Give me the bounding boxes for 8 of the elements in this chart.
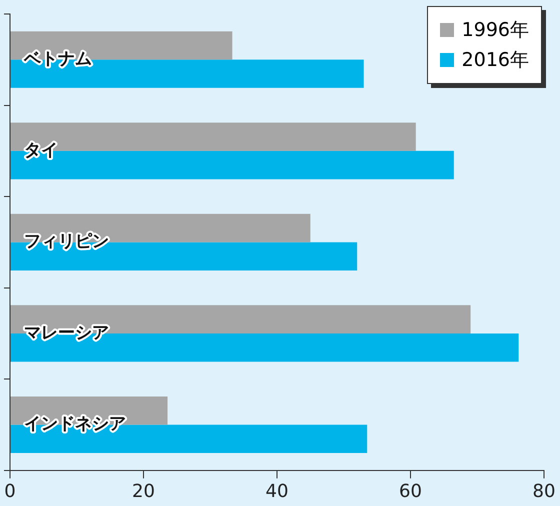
x-tick-label: 0 [4, 480, 16, 502]
x-tick-label: 80 [532, 480, 556, 502]
x-tick-label: 40 [266, 480, 288, 502]
y-tick-label: マレーシア [24, 322, 109, 343]
x-tick-label: 60 [399, 480, 422, 502]
x-tick-label: 20 [132, 480, 155, 502]
legend-label: 2016年 [462, 48, 529, 73]
legend-label: 1996年 [462, 18, 529, 43]
